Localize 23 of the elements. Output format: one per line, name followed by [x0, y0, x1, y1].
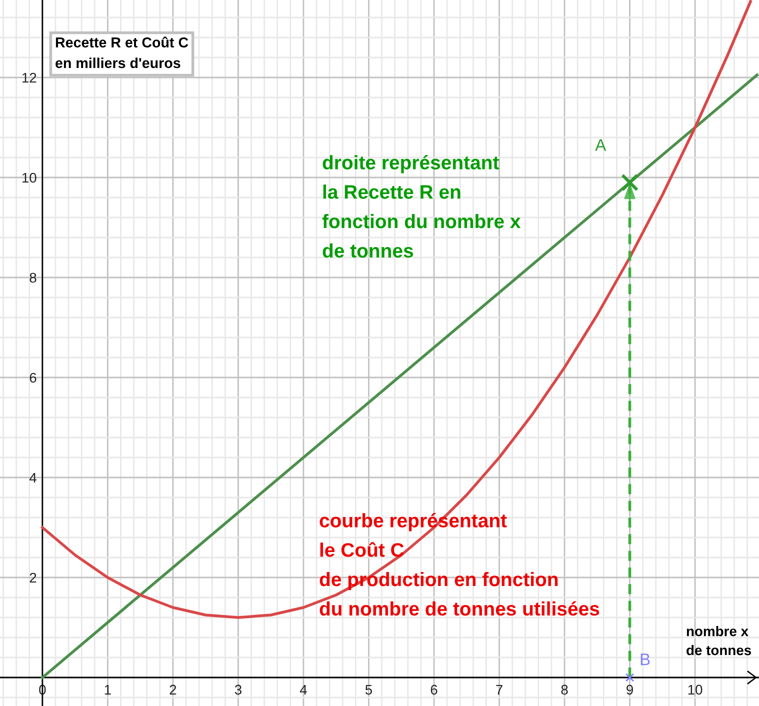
x-tick-label: 8 — [561, 684, 568, 695]
x-tick-label: 4 — [300, 684, 307, 695]
series-label: droite représentant la Recette R en fonction du nombre x de tonnes — [322, 155, 521, 258]
x-tick-label: 7 — [496, 684, 502, 695]
annotation: A — [595, 139, 606, 151]
x-tick-label: 1 — [104, 684, 111, 695]
y-tick-label: 2 — [30, 572, 36, 583]
x-tick-label: 5 — [365, 684, 372, 695]
x-tick-label: 3 — [234, 684, 242, 695]
y-tick-label: 12 — [22, 72, 36, 83]
y-tick-label: 10 — [22, 172, 36, 183]
x-tick-label: 10 — [688, 684, 702, 695]
line-series — [41, 74, 758, 679]
x-axis-title: nombre x de tonnes — [686, 626, 752, 656]
line-series — [41, 0, 752, 619]
y-tick-label: 4 — [29, 472, 36, 483]
x-tick-label: 6 — [430, 684, 438, 695]
y-tick-label: 6 — [30, 372, 36, 383]
x-tick-label: 9 — [626, 684, 633, 695]
x-tick-label: 2 — [170, 684, 176, 695]
y-tick-label: 8 — [30, 272, 36, 283]
annotation: B — [640, 654, 650, 666]
y-axis-title: Recette R et Coût C en milliers d'euros — [56, 36, 188, 68]
